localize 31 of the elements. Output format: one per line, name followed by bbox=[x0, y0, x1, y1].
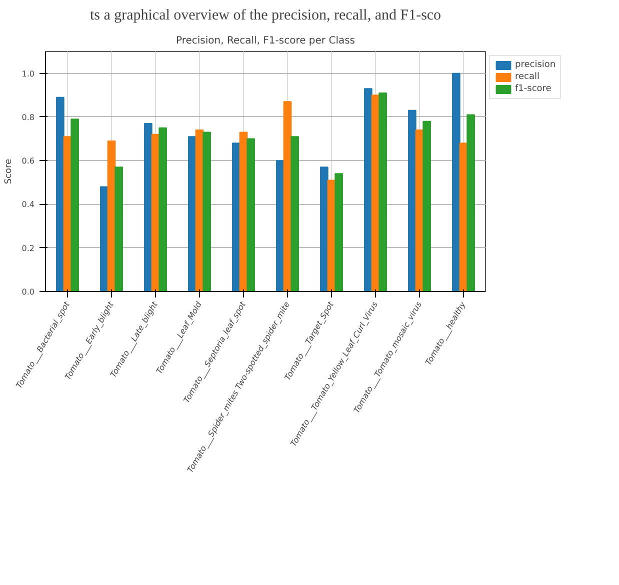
bar bbox=[56, 96, 64, 292]
legend-label: precision bbox=[515, 60, 556, 70]
bar bbox=[334, 173, 343, 292]
y-tick-label: 0.2 bbox=[22, 244, 35, 253]
bar bbox=[158, 127, 167, 292]
bar bbox=[202, 132, 211, 292]
bar bbox=[144, 123, 152, 292]
legend-label: f1-score bbox=[515, 84, 552, 94]
y-tick-label: 0.4 bbox=[22, 200, 35, 210]
bar bbox=[246, 138, 255, 292]
y-tick-label: 0.6 bbox=[22, 156, 35, 166]
bar bbox=[188, 136, 196, 292]
bar bbox=[422, 120, 431, 292]
bar bbox=[114, 166, 123, 292]
bar bbox=[320, 166, 328, 292]
bar bbox=[466, 114, 475, 292]
y-axis-title: Score bbox=[4, 158, 14, 184]
bar bbox=[276, 160, 284, 292]
bar bbox=[232, 142, 240, 292]
bar bbox=[452, 72, 460, 292]
y-tick-label: 0.8 bbox=[22, 112, 35, 122]
y-tick-label: 0.0 bbox=[22, 288, 35, 296]
bar bbox=[290, 136, 299, 292]
text: ts a graphical overview of the precision, recall, and F1-sco bbox=[90, 8, 442, 24]
legend-label: recall bbox=[515, 72, 540, 82]
bar bbox=[408, 110, 416, 292]
bar bbox=[378, 92, 387, 292]
chart-title: Precision, Recall, F1-score per Class bbox=[176, 36, 356, 46]
bar bbox=[364, 88, 372, 292]
bar bbox=[70, 118, 79, 292]
y-tick-label: 1.0 bbox=[22, 69, 35, 78]
